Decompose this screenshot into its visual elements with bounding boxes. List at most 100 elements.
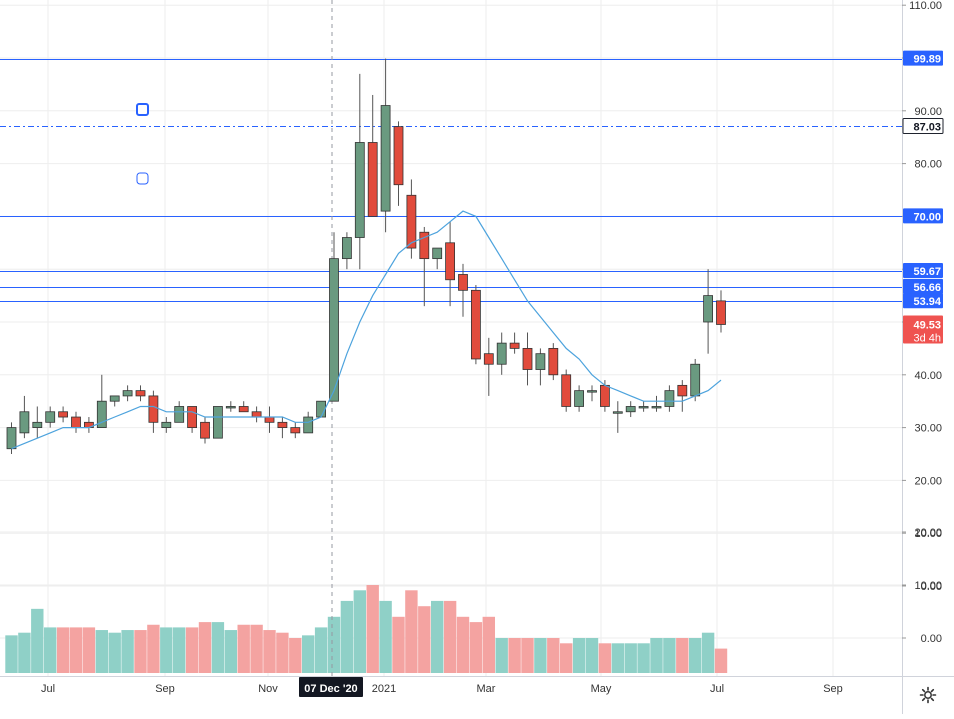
candle-body: [109, 395, 120, 402]
level-label-bg: [903, 208, 943, 224]
volume-tick-label: 10.00: [914, 580, 942, 592]
candle-body: [612, 411, 623, 414]
level-label: 87.03: [913, 121, 941, 133]
candle-body: [290, 427, 301, 434]
candle-body: [122, 390, 133, 397]
candle-body: [45, 411, 56, 423]
volume-bar: [598, 643, 612, 673]
volume-bar: [134, 630, 147, 673]
volume-bar: [624, 643, 637, 673]
volume-bar: [572, 638, 586, 673]
moving-average-line: [11, 210, 722, 450]
candle: [109, 395, 120, 407]
volume-bar: [676, 638, 689, 673]
candle: [664, 385, 675, 412]
last-price-badge: [903, 315, 943, 344]
candle: [58, 406, 68, 423]
candle-body: [625, 406, 636, 413]
level-label-bg: [903, 50, 943, 66]
volume-bar: [508, 638, 521, 673]
volume-bar: [44, 627, 57, 673]
candle-body: [522, 347, 533, 370]
volume-bar: [418, 606, 431, 673]
volume-bar: [663, 638, 676, 673]
candle: [187, 406, 198, 433]
time-tick-label: Sep: [155, 683, 175, 695]
candle: [32, 406, 43, 439]
level-handles[interactable]: [136, 103, 149, 185]
price-tick-label: 30.00: [914, 423, 942, 435]
volume-bar: [353, 590, 366, 673]
volume-bar: [534, 638, 547, 673]
volume-bar: [276, 632, 289, 673]
volume-bar: [560, 643, 573, 673]
volume-bar: [689, 638, 702, 673]
price-tick-label: 20.00: [914, 475, 942, 487]
level-label: 53.94: [913, 296, 941, 308]
candle: [316, 400, 327, 418]
volume-bar: [405, 590, 418, 673]
candle: [277, 417, 288, 439]
candle: [587, 385, 597, 402]
volume-bar: [160, 627, 173, 673]
candle: [445, 221, 456, 307]
candle-body: [548, 347, 559, 376]
candle: [716, 290, 726, 333]
volume-bar: [714, 648, 728, 673]
volume-bar: [392, 616, 405, 673]
candle-body: [367, 142, 378, 217]
time-axis[interactable]: Jul Sep Nov 2021 Mar May Jul Sep 07 Dec '20: [0, 676, 954, 698]
candle-body: [96, 400, 107, 429]
candle: [548, 343, 559, 381]
candle: [677, 380, 688, 412]
candle-body: [651, 406, 662, 409]
volume-bar: [173, 627, 186, 673]
volume-bar: [366, 585, 379, 673]
volume-bar: [5, 635, 18, 673]
crosshair-time-label: 07 Dec '20: [304, 683, 357, 695]
volume-bar: [650, 638, 663, 673]
volume-tick-label: 20.00: [914, 527, 942, 539]
candle: [45, 406, 56, 428]
candle-body: [19, 411, 30, 434]
candle-body: [432, 247, 443, 260]
level-label: 70.00: [913, 211, 941, 223]
candle-body: [174, 406, 185, 423]
candle-body: [664, 390, 675, 407]
candle: [393, 121, 404, 206]
volume-bar: [314, 627, 328, 673]
candle-body: [161, 421, 172, 429]
candle-body: [458, 274, 468, 291]
candle: [638, 401, 649, 412]
candle-body: [561, 374, 572, 407]
time-tick-label: Nov: [258, 683, 278, 695]
candle: [96, 374, 107, 429]
level-label-bg: [903, 293, 943, 309]
volume-bar: [611, 643, 624, 673]
price-tick-label: 10.00: [914, 528, 942, 540]
candle-body: [264, 416, 275, 423]
candle-body: [470, 289, 481, 360]
volume-bar: [250, 624, 263, 673]
candle-body: [148, 395, 159, 423]
candle: [470, 285, 481, 365]
candle-body: [445, 242, 456, 281]
volume-bar: [585, 638, 599, 673]
volume-bar: [431, 600, 444, 673]
candle: [264, 406, 275, 433]
candle: [367, 94, 378, 217]
candle-body: [587, 390, 597, 393]
candle-body: [135, 390, 146, 397]
price-tick-label: 110.00: [909, 0, 942, 12]
settings-button[interactable]: [902, 676, 954, 714]
price-axis[interactable]: 120.00110.00100.0090.0080.0070.0060.0050…: [902, 0, 944, 714]
candle-body: [677, 384, 688, 397]
price-tick-label: 40.00: [914, 370, 942, 382]
candle: [71, 411, 81, 433]
candle-body: [574, 390, 584, 407]
candle-body: [535, 353, 546, 370]
candle-body: [716, 300, 726, 325]
volume-bar: [547, 638, 560, 673]
